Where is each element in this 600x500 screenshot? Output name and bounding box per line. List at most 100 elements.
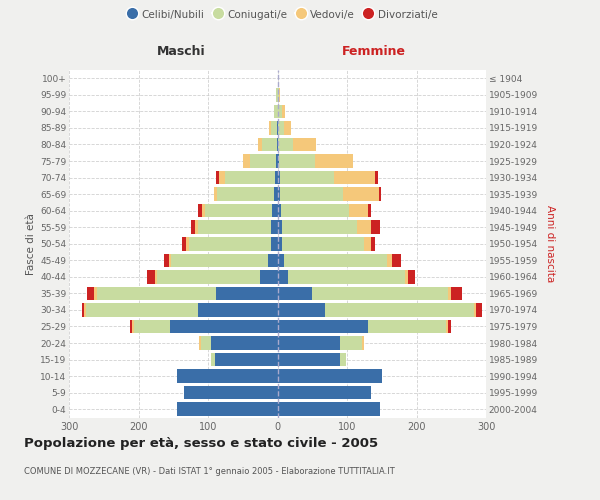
Bar xyxy=(177,402,277,416)
Bar xyxy=(446,320,448,334)
Bar xyxy=(198,204,202,218)
Bar xyxy=(364,237,371,250)
Bar xyxy=(147,270,155,283)
Bar xyxy=(155,270,157,283)
Bar xyxy=(451,286,461,300)
Bar xyxy=(349,204,368,218)
Bar xyxy=(358,220,371,234)
Bar xyxy=(184,386,277,400)
Bar xyxy=(288,270,404,283)
Bar xyxy=(276,88,277,102)
Bar xyxy=(312,286,448,300)
Bar xyxy=(134,320,170,334)
Bar xyxy=(362,336,364,350)
Bar xyxy=(199,336,201,350)
Bar xyxy=(279,88,280,102)
Bar xyxy=(278,121,284,134)
Bar xyxy=(211,353,215,366)
Bar xyxy=(188,237,271,250)
Bar xyxy=(281,204,349,218)
Bar xyxy=(205,204,272,218)
Bar xyxy=(404,270,408,283)
Bar xyxy=(277,204,281,218)
Bar xyxy=(277,303,325,316)
Bar xyxy=(182,237,187,250)
Bar xyxy=(392,254,401,267)
Bar xyxy=(293,138,316,151)
Bar xyxy=(379,188,381,201)
Bar xyxy=(284,121,291,134)
Bar xyxy=(272,204,277,218)
Bar xyxy=(215,353,277,366)
Bar xyxy=(283,237,364,250)
Bar xyxy=(280,188,343,201)
Bar xyxy=(277,104,278,118)
Bar xyxy=(171,254,268,267)
Bar xyxy=(277,121,278,134)
Bar xyxy=(169,254,171,267)
Text: Maschi: Maschi xyxy=(157,45,206,58)
Bar xyxy=(276,154,277,168)
Bar xyxy=(277,370,382,383)
Bar xyxy=(271,121,277,134)
Bar xyxy=(343,188,379,201)
Bar xyxy=(474,303,476,316)
Bar xyxy=(334,171,375,184)
Bar xyxy=(214,188,217,201)
Bar xyxy=(157,270,260,283)
Bar xyxy=(187,237,188,250)
Bar xyxy=(94,286,97,300)
Bar xyxy=(371,220,380,234)
Bar xyxy=(177,370,277,383)
Bar xyxy=(284,254,388,267)
Bar xyxy=(97,286,217,300)
Bar xyxy=(368,320,446,334)
Bar xyxy=(448,320,451,334)
Bar xyxy=(277,88,279,102)
Bar xyxy=(277,402,380,416)
Bar xyxy=(388,254,392,267)
Bar xyxy=(279,154,315,168)
Bar xyxy=(283,220,358,234)
Bar xyxy=(371,237,375,250)
Bar xyxy=(87,286,94,300)
Bar xyxy=(476,303,482,316)
Bar xyxy=(315,154,353,168)
Bar xyxy=(281,104,285,118)
Bar xyxy=(277,286,312,300)
Bar xyxy=(340,353,346,366)
Bar xyxy=(368,204,371,218)
Bar xyxy=(340,336,362,350)
Bar xyxy=(84,303,86,316)
Bar xyxy=(448,286,451,300)
Bar xyxy=(408,270,415,283)
Bar xyxy=(217,188,274,201)
Bar xyxy=(201,336,211,350)
Bar xyxy=(260,270,277,283)
Bar xyxy=(86,303,197,316)
Text: Femmine: Femmine xyxy=(341,45,406,58)
Bar xyxy=(277,386,371,400)
Bar xyxy=(191,220,196,234)
Bar xyxy=(278,104,281,118)
Bar xyxy=(196,220,198,234)
Bar xyxy=(274,188,277,201)
Bar xyxy=(258,138,262,151)
Bar xyxy=(280,171,334,184)
Bar xyxy=(131,320,134,334)
Bar xyxy=(219,171,224,184)
Text: COMUNE DI MOZZECANE (VR) - Dati ISTAT 1° gennaio 2005 - Elaborazione TUTTITALIA.: COMUNE DI MOZZECANE (VR) - Dati ISTAT 1°… xyxy=(24,468,395,476)
Bar xyxy=(277,138,278,151)
Bar xyxy=(268,254,277,267)
Bar xyxy=(277,353,340,366)
Bar xyxy=(277,320,368,334)
Legend: Celibi/Nubili, Coniugati/e, Vedovi/e, Divorziati/e: Celibi/Nubili, Coniugati/e, Vedovi/e, Di… xyxy=(122,5,442,24)
Bar xyxy=(224,171,275,184)
Bar xyxy=(269,121,271,134)
Bar xyxy=(278,138,293,151)
Bar xyxy=(82,303,84,316)
Bar xyxy=(243,154,250,168)
Bar xyxy=(271,237,277,250)
Bar xyxy=(277,336,340,350)
Bar xyxy=(202,204,205,218)
